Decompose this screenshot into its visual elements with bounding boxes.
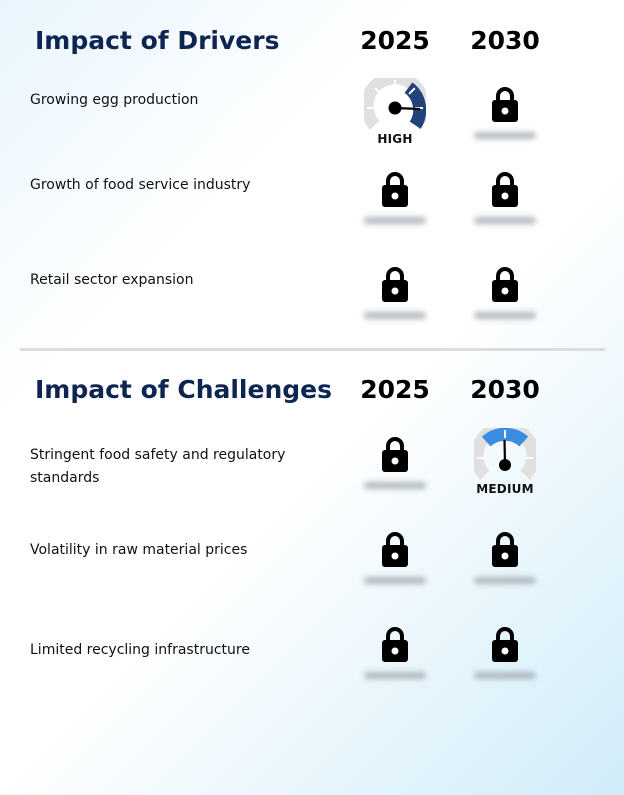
lock-icon	[380, 531, 410, 569]
blurred-impact-label: MODERATE	[474, 312, 536, 319]
challenge-impact-2025-locked[interactable]: MODERATE	[350, 436, 440, 516]
blurred-impact-label: MODERATE	[364, 217, 426, 224]
challenges-year-2025-header: 2025	[360, 375, 430, 404]
driver-label: Growth of food service industry	[30, 177, 251, 193]
gauge-level-label: MEDIUM	[476, 482, 534, 496]
challenge-impact-2025-locked[interactable]: MODERATE	[350, 626, 440, 706]
driver-label: Growing egg production	[30, 92, 199, 108]
lock-icon	[380, 266, 410, 304]
challenges-year-2030-header: 2030	[470, 375, 540, 404]
blurred-impact-label: MODERATE	[474, 672, 536, 679]
lock-icon	[490, 531, 520, 569]
drivers-title: Impact of Drivers	[35, 26, 280, 55]
challenge-label: Stringent food safety and regulatory sta…	[30, 447, 286, 486]
blurred-impact-label: MODERATE	[364, 312, 426, 319]
blurred-impact-label: MODERATE	[364, 672, 426, 679]
challenges-title: Impact of Challenges	[35, 375, 332, 404]
blurred-impact-label: MODERATE	[474, 132, 536, 139]
lock-icon	[490, 266, 520, 304]
section-divider	[20, 348, 605, 351]
drivers-year-2025-header: 2025	[360, 26, 430, 55]
blurred-impact-label: MODERATE	[474, 217, 536, 224]
gauge-medium-icon	[474, 428, 536, 480]
lock-icon	[380, 626, 410, 664]
challenge-impact-2030-locked[interactable]: MODERATE	[460, 626, 550, 706]
challenge-impact-2025-locked[interactable]: MODERATE	[350, 531, 440, 611]
lock-icon	[380, 436, 410, 474]
challenge-label: Limited recycling infrastructure	[30, 642, 250, 658]
gauge-high-icon	[364, 78, 426, 130]
driver-impact-2030-locked[interactable]: MODERATE	[460, 266, 550, 346]
driver-impact-2030-locked[interactable]: MODERATE	[460, 86, 550, 166]
gauge-level-label: HIGH	[377, 132, 413, 146]
challenge-impact-2030-locked[interactable]: MODERATE	[460, 531, 550, 611]
driver-impact-2025-locked[interactable]: MODERATE	[350, 171, 440, 251]
challenge-impact-2030-gauge: MEDIUM	[460, 428, 550, 508]
driver-impact-2025-locked[interactable]: MODERATE	[350, 266, 440, 346]
lock-icon	[380, 171, 410, 209]
lock-icon	[490, 626, 520, 664]
drivers-section: Impact of Drivers 2025 2030 Growing egg …	[0, 0, 624, 345]
driver-impact-2025-gauge: HIGH	[350, 78, 440, 158]
challenge-label: Volatility in raw material prices	[30, 542, 248, 558]
drivers-year-2030-header: 2030	[470, 26, 540, 55]
lock-icon	[490, 86, 520, 124]
blurred-impact-label: MODERATE	[474, 577, 536, 584]
driver-impact-2030-locked[interactable]: MODERATE	[460, 171, 550, 251]
lock-icon	[490, 171, 520, 209]
blurred-impact-label: MODERATE	[364, 482, 426, 489]
blurred-impact-label: MODERATE	[364, 577, 426, 584]
driver-label: Retail sector expansion	[30, 272, 194, 288]
